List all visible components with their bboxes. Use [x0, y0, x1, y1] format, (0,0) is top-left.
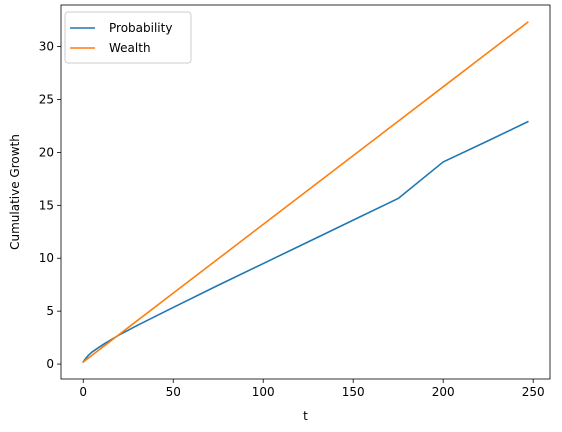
x-tick-label: 150: [342, 385, 365, 399]
legend-box: [64, 11, 192, 64]
legend-label-wealth: Wealth: [109, 41, 151, 55]
y-tick-label: 20: [39, 145, 54, 159]
x-tick-label: 50: [166, 385, 181, 399]
y-tick-label: 30: [39, 40, 54, 54]
y-axis-ticks: 0 5 10 15 20 25 30: [39, 40, 61, 371]
x-tick-label: 0: [79, 385, 87, 399]
y-tick-label: 0: [46, 357, 54, 371]
legend: Probability Wealth: [64, 11, 192, 64]
series-line-probability: [82, 120, 529, 364]
x-axis-ticks: 0 50 100 150 200 250: [79, 379, 545, 399]
series-line-wealth: [82, 21, 529, 364]
plot-frame: [60, 4, 551, 380]
x-tick-label: 200: [432, 385, 455, 399]
y-tick-label: 25: [39, 93, 54, 107]
y-tick-label: 5: [46, 304, 54, 318]
x-axis-label: t: [303, 409, 308, 423]
legend-label-probability: Probability: [109, 21, 172, 35]
x-tick-label: 250: [522, 385, 545, 399]
y-axis-label: Cumulative Growth: [8, 134, 22, 250]
series-lines: [82, 21, 529, 364]
x-tick-label: 100: [252, 385, 275, 399]
y-tick-label: 10: [39, 251, 54, 265]
y-tick-label: 15: [39, 198, 54, 212]
